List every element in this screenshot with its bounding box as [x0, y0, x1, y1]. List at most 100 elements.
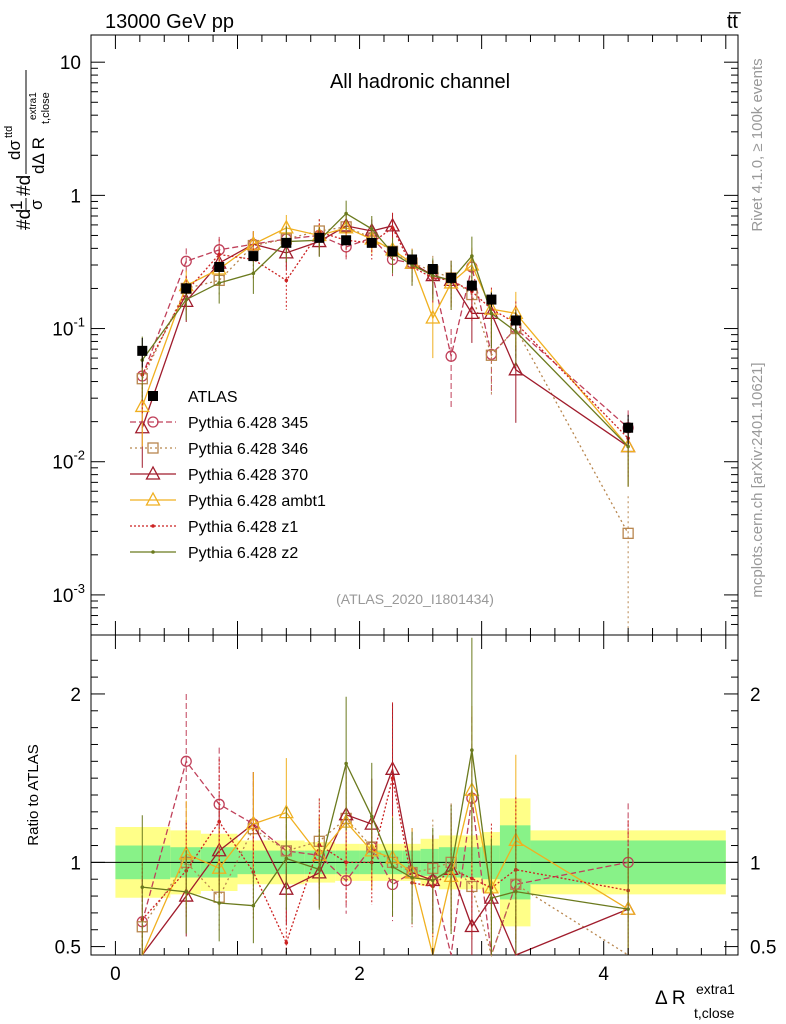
- main-plot-area: [134, 200, 636, 635]
- data-point: [623, 422, 634, 433]
- ratio-plot-area: [91, 637, 738, 958]
- series-z1-point: [217, 252, 221, 257]
- legend-370-marker: [145, 465, 161, 480]
- series-z1-ratio-point: [344, 860, 348, 865]
- ylabel-den: dΔ R: [29, 137, 48, 174]
- ylabel-num-sup: ttd: [3, 126, 15, 138]
- legend-z1-marker: [151, 524, 155, 528]
- data-point: [281, 237, 292, 248]
- series-z1-ratio-point: [284, 940, 289, 945]
- series-ambt1-line: [141, 227, 629, 447]
- series-z2-point: [344, 211, 348, 216]
- series-z2-ratio-point: [184, 890, 189, 894]
- data-point: [366, 237, 377, 248]
- y-tick-label: 10-2: [52, 448, 85, 474]
- data-point: [427, 263, 438, 274]
- series-z2-ratio-point: [431, 878, 435, 883]
- series-z1-ratio-line: [141, 778, 629, 945]
- series-z2-ratio-point: [317, 867, 322, 872]
- series-z1-ratio-point: [217, 819, 221, 824]
- ylabel-num: dσ: [5, 140, 24, 160]
- data-point: [341, 235, 352, 246]
- ylabel-den-sub: t,close: [40, 92, 52, 124]
- series-z2-point: [251, 271, 256, 276]
- ratio-y-tick-label: 0.5: [55, 938, 81, 959]
- series-346-point: [622, 527, 634, 539]
- main-axes: 10-3 10-2 10-1 1 10: [52, 35, 738, 635]
- ylabel-sigma: σ: [27, 199, 46, 210]
- xlabel-sup: extra1: [696, 981, 735, 997]
- rivet-label: Rivet 4.1.0, ≥ 100k events: [749, 58, 766, 231]
- chart-title: All hadronic channel: [330, 71, 510, 93]
- series-z2-point: [369, 227, 374, 231]
- x-axis-label: Δ R t,close extra1: [655, 981, 735, 1021]
- series-345-point: [445, 350, 457, 362]
- ratio-panel: [90, 634, 739, 956]
- data-point: [446, 272, 457, 283]
- series-z2-point: [489, 311, 494, 316]
- y-tick-label: 10: [60, 53, 81, 74]
- series-346-point: [485, 349, 498, 361]
- series-370-point: [464, 305, 480, 320]
- series-z2-ratio-point: [284, 856, 289, 861]
- legend-label-data: ATLAS: [188, 389, 238, 406]
- legend-346-label: Pythia 6.428 346: [188, 441, 308, 458]
- data-point: [314, 232, 325, 243]
- series-z2-ratio-line: [142, 749, 629, 910]
- xlabel-sub: t,close: [694, 1005, 735, 1021]
- x-tick-label: 0: [110, 964, 121, 985]
- legend-z1-label: Pythia 6.428 z1: [188, 519, 298, 536]
- ratio-y-tick-label: 1: [70, 853, 81, 874]
- series-z2-ratio-point: [217, 901, 221, 905]
- series-z2-point: [626, 444, 630, 449]
- legend-z2-label: Pythia 6.428 z2: [188, 545, 298, 562]
- y-tick-label: 1: [70, 186, 81, 207]
- ylabel-mid: #d: [14, 175, 35, 196]
- ratio-axes: 0 2 4 0.5 0.5 1 1 2 2: [55, 635, 776, 985]
- data-point: [486, 294, 497, 305]
- series-370-ratio-point: [464, 918, 480, 933]
- series-345-line: [141, 234, 629, 429]
- analysis-tag: (ATLAS_2020_I1801434): [336, 591, 494, 607]
- series-z2-ratio-point: [514, 889, 518, 894]
- series-z2-ratio-point: [410, 875, 414, 880]
- ratio-y-tick-label-right: 1: [750, 853, 761, 874]
- x-tick-label: 4: [598, 964, 609, 985]
- series-z1-ratio-point: [390, 776, 395, 780]
- data-point: [466, 280, 477, 291]
- data-point: [387, 246, 398, 257]
- legend-370-label: Pythia 6.428 370: [188, 467, 308, 484]
- y-tick-label: 10-1: [52, 315, 85, 341]
- ylabel-prefix: #d: [14, 209, 35, 230]
- series-ambt1-ratio-line: [141, 790, 629, 956]
- series-z2-ratio-point: [470, 748, 474, 752]
- y-tick-label: 10-3: [52, 581, 85, 607]
- series-z2-ratio-point: [251, 903, 256, 908]
- data-point: [248, 251, 259, 262]
- series-z1-point: [390, 226, 395, 230]
- series-370-point: [508, 361, 524, 376]
- legend-ambt1-marker: [145, 491, 161, 506]
- data-point: [181, 283, 192, 294]
- series-z1-line: [141, 226, 629, 439]
- ylabel-one: 1: [7, 201, 26, 210]
- x-tick-label: 2: [354, 964, 365, 985]
- ylabel-den-sup: extra1: [28, 92, 39, 120]
- series-z2-ratio-point: [626, 907, 630, 911]
- series-z2-ratio-point: [344, 761, 348, 766]
- series-z2-point: [470, 254, 474, 258]
- series-z2-ratio-point: [140, 885, 145, 889]
- series-z1-point: [284, 278, 289, 283]
- series-370-ratio-point: [384, 760, 401, 775]
- series-345-ratio-point: [180, 755, 192, 767]
- legend-345-marker: [147, 416, 159, 428]
- data-point: [510, 315, 521, 326]
- ratio-y-axis-label: Ratio to ATLAS: [25, 744, 42, 845]
- series-z2-point: [184, 297, 189, 302]
- series-z2-ratio-point: [449, 867, 453, 872]
- series-z2-point: [514, 329, 518, 334]
- data-point: [407, 254, 418, 265]
- series-z2-ratio-point: [489, 896, 494, 900]
- series-z2-line: [141, 212, 629, 448]
